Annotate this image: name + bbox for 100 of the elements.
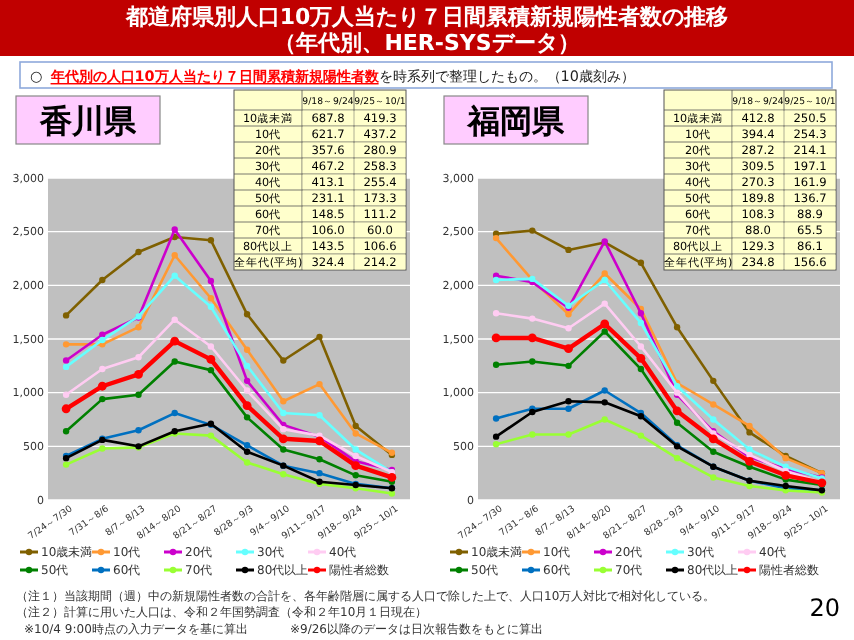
point bbox=[601, 416, 608, 423]
point bbox=[99, 365, 106, 373]
point bbox=[243, 414, 251, 421]
point bbox=[387, 473, 397, 482]
point bbox=[637, 365, 645, 373]
point bbox=[243, 362, 251, 370]
point bbox=[673, 419, 681, 426]
point bbox=[637, 310, 645, 317]
point bbox=[316, 456, 323, 463]
point bbox=[601, 270, 608, 277]
point bbox=[280, 471, 287, 478]
point bbox=[280, 398, 287, 405]
point bbox=[171, 226, 178, 233]
point bbox=[207, 237, 215, 244]
point bbox=[99, 276, 106, 284]
point bbox=[352, 452, 359, 460]
point bbox=[207, 432, 215, 439]
point bbox=[352, 422, 359, 430]
point bbox=[171, 409, 178, 417]
point bbox=[565, 431, 572, 438]
point bbox=[710, 377, 717, 385]
point bbox=[601, 276, 608, 284]
point bbox=[316, 380, 323, 388]
point bbox=[529, 358, 536, 365]
point bbox=[600, 319, 610, 329]
point bbox=[280, 409, 287, 417]
point bbox=[243, 311, 251, 318]
point bbox=[62, 341, 70, 348]
point bbox=[171, 252, 178, 259]
point bbox=[171, 358, 178, 365]
point bbox=[746, 446, 753, 453]
point bbox=[637, 343, 645, 350]
point bbox=[99, 395, 106, 403]
point bbox=[745, 456, 754, 466]
point bbox=[135, 354, 142, 361]
point bbox=[243, 346, 251, 353]
point bbox=[601, 387, 608, 394]
chart-title: 香川県 bbox=[38, 102, 138, 140]
point bbox=[601, 399, 608, 406]
point bbox=[171, 272, 178, 279]
point bbox=[492, 276, 500, 284]
point bbox=[315, 436, 324, 446]
point bbox=[135, 248, 142, 256]
point bbox=[781, 470, 791, 480]
point bbox=[135, 427, 142, 434]
point bbox=[62, 461, 70, 468]
point bbox=[565, 398, 572, 405]
point bbox=[99, 445, 106, 452]
point bbox=[243, 387, 251, 394]
text: （年代別、HER-SYSデータ） bbox=[274, 30, 580, 56]
point bbox=[746, 482, 753, 490]
point bbox=[97, 381, 107, 391]
point bbox=[637, 319, 645, 327]
point bbox=[672, 406, 682, 416]
point bbox=[316, 469, 323, 477]
point bbox=[62, 363, 70, 371]
chart-title: 福岡県 bbox=[466, 102, 566, 140]
point bbox=[492, 415, 500, 422]
point bbox=[565, 311, 572, 318]
point bbox=[207, 303, 215, 310]
point bbox=[491, 333, 501, 343]
point bbox=[316, 333, 323, 341]
text: 20 bbox=[809, 594, 840, 622]
point bbox=[492, 433, 500, 440]
point bbox=[207, 343, 215, 350]
point bbox=[62, 312, 70, 319]
point bbox=[170, 336, 180, 346]
point bbox=[352, 430, 359, 437]
point bbox=[637, 259, 645, 266]
point bbox=[601, 300, 608, 307]
point bbox=[564, 344, 573, 354]
point bbox=[529, 227, 536, 234]
point bbox=[746, 422, 753, 430]
point bbox=[62, 428, 70, 435]
point bbox=[242, 401, 252, 410]
text: 都道府県別人口10万人当たり７日間累積新規陽性者数の推移 bbox=[123, 4, 729, 30]
point bbox=[527, 333, 537, 343]
point bbox=[134, 370, 143, 379]
point bbox=[62, 357, 70, 364]
point bbox=[710, 474, 717, 481]
point bbox=[243, 459, 251, 466]
point bbox=[206, 354, 216, 364]
point bbox=[601, 328, 608, 335]
point bbox=[529, 315, 536, 322]
point bbox=[135, 323, 142, 331]
point bbox=[62, 391, 70, 399]
point bbox=[278, 434, 288, 444]
point bbox=[207, 295, 215, 302]
point bbox=[529, 431, 536, 438]
point bbox=[243, 377, 251, 385]
point bbox=[280, 446, 287, 453]
point bbox=[352, 446, 359, 453]
point bbox=[565, 325, 572, 332]
point bbox=[207, 366, 215, 374]
point bbox=[565, 405, 572, 412]
point bbox=[565, 246, 572, 254]
point bbox=[710, 448, 717, 455]
point bbox=[388, 490, 396, 497]
point bbox=[710, 416, 717, 423]
point bbox=[243, 442, 251, 449]
